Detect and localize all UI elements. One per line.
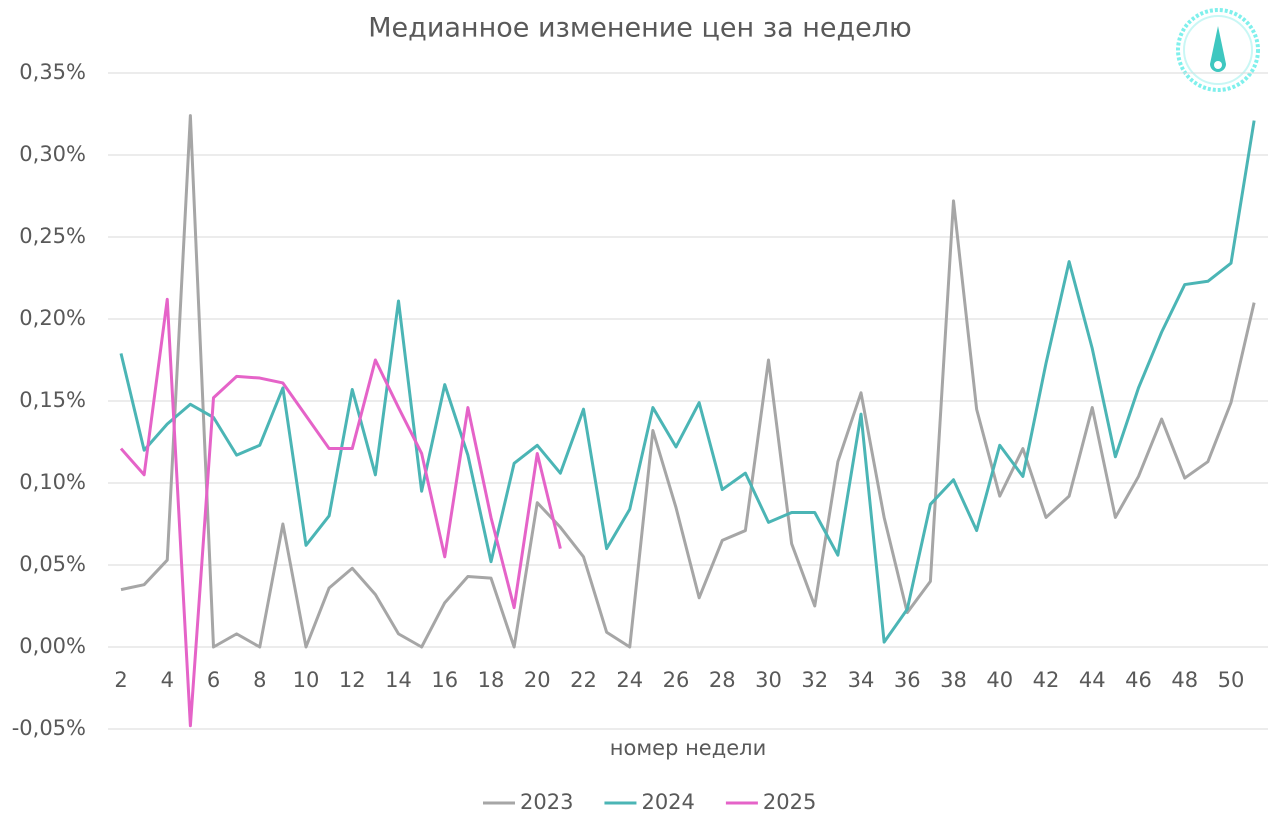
y-tick-label: 0,00% bbox=[19, 634, 86, 658]
legend-label: 2024 bbox=[641, 790, 694, 814]
x-tick-label: 30 bbox=[755, 668, 782, 692]
x-tick-label: 8 bbox=[253, 668, 266, 692]
x-tick-label: 2 bbox=[114, 668, 127, 692]
x-tick-label: 34 bbox=[848, 668, 875, 692]
x-tick-label: 28 bbox=[709, 668, 736, 692]
line-series bbox=[119, 297, 562, 728]
y-tick-label: -0,05% bbox=[12, 716, 86, 740]
y-tick-label: 0,05% bbox=[19, 552, 86, 576]
x-tick-label: 26 bbox=[663, 668, 690, 692]
x-tick-label: 16 bbox=[431, 668, 458, 692]
chart-title: Медианное изменение цен за неделю bbox=[368, 13, 911, 44]
legend-label: 2023 bbox=[520, 790, 573, 814]
x-axis-label: номер недели bbox=[610, 736, 767, 760]
y-tick-label: 0,25% bbox=[19, 224, 86, 248]
x-tick-label: 18 bbox=[478, 668, 505, 692]
y-tick-label: 0,10% bbox=[19, 470, 86, 494]
legend-label: 2025 bbox=[763, 790, 816, 814]
line-series bbox=[120, 114, 1256, 649]
x-tick-label: 32 bbox=[801, 668, 828, 692]
x-tick-label: 38 bbox=[940, 668, 967, 692]
x-tick-label: 48 bbox=[1171, 668, 1198, 692]
logo bbox=[1176, 8, 1260, 92]
x-tick-label: 14 bbox=[385, 668, 412, 692]
y-tick-label: 0,20% bbox=[19, 306, 86, 330]
y-tick-label: 0,30% bbox=[19, 142, 86, 166]
x-tick-label: 44 bbox=[1079, 668, 1106, 692]
x-tick-label: 20 bbox=[524, 668, 551, 692]
x-tick-label: 22 bbox=[570, 668, 597, 692]
x-tick-label: 24 bbox=[616, 668, 643, 692]
x-tick-label: 50 bbox=[1218, 668, 1245, 692]
line-series bbox=[119, 120, 1256, 644]
x-tick-label: 10 bbox=[293, 668, 320, 692]
x-tick-label: 12 bbox=[339, 668, 366, 692]
x-tick-label: 6 bbox=[207, 668, 220, 692]
x-tick-label: 42 bbox=[1033, 668, 1060, 692]
y-tick-label: 0,35% bbox=[19, 60, 86, 84]
x-tick-label: 4 bbox=[161, 668, 174, 692]
x-tick-label: 46 bbox=[1125, 668, 1152, 692]
y-tick-label: 0,15% bbox=[19, 388, 86, 412]
x-tick-label: 40 bbox=[986, 668, 1013, 692]
x-tick-label: 36 bbox=[894, 668, 921, 692]
